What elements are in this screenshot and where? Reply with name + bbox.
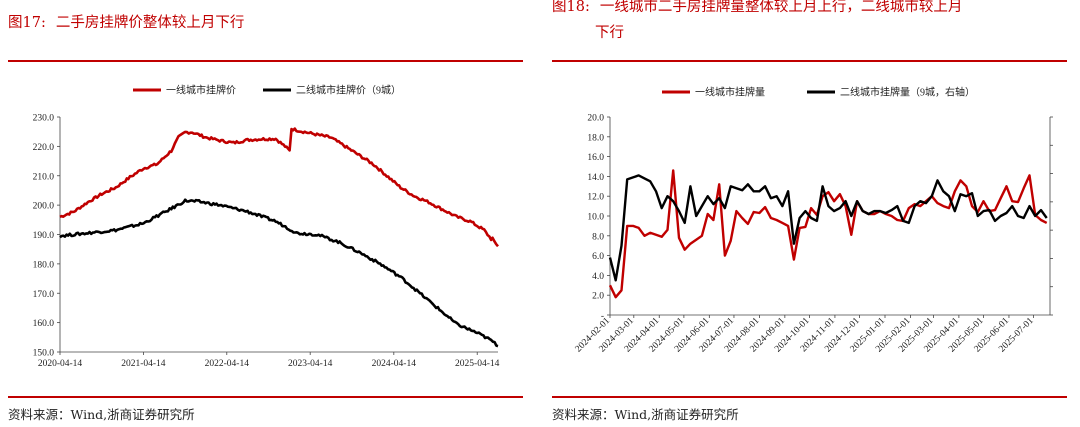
legend-label: 一线城市挂牌价 xyxy=(166,84,236,97)
figure-17-bottom-rule xyxy=(8,396,523,398)
y-tick-label: 210.0 xyxy=(33,172,55,182)
figure-18-chart: 20.018.016.014.012.010.08.06.04.02.0-202… xyxy=(574,86,1053,355)
x-tick-label: 2022-04-14 xyxy=(205,359,250,369)
y-tick-label: 12.0 xyxy=(587,193,604,203)
y-tick-label: 190.0 xyxy=(33,231,55,241)
x-tick-label: 2021-04-14 xyxy=(121,359,166,369)
y-tick-label: 2.0 xyxy=(592,292,604,302)
figure-18: 图18: 一线城市二手房挂牌量整体较上月上行，二线城市较上月 下行 20.0 18.… xyxy=(552,0,1072,427)
y-tick-label: - xyxy=(601,312,604,322)
y-tick-label: 200.0 xyxy=(33,202,55,212)
y-tick-label: 150.0 xyxy=(33,349,55,359)
y-tick-label: 170.0 xyxy=(33,290,55,300)
figure-17-title-text: 二手房挂牌价整体较上月下行 xyxy=(55,15,245,31)
y-tick-label: 4.0 xyxy=(592,272,604,282)
y-tick-label: 14.0 xyxy=(587,173,604,183)
y-tick-label: 180.0 xyxy=(33,260,55,270)
y-tick-label: 6.0 xyxy=(592,252,604,262)
figure-18-number: 图18: xyxy=(552,0,590,15)
series-line-tier2 xyxy=(59,198,499,348)
legend-label: 一线城市挂牌量 xyxy=(695,86,765,99)
x-tick-label: 2025-04-14 xyxy=(455,359,500,369)
legend-label: 二线城市挂牌价（9城） xyxy=(296,84,401,97)
y-tick-label: 8.0 xyxy=(592,232,604,242)
x-tick-label: 2023-04-14 xyxy=(288,359,333,369)
y-tick-label: 20.0 xyxy=(587,114,604,124)
legend-label: 二线城市挂牌量（9城，右轴） xyxy=(840,86,975,99)
figure-18-title-line2: 下行 xyxy=(595,25,624,41)
figure-17-top-rule xyxy=(8,60,523,62)
series-line-tier1 xyxy=(608,169,1048,299)
y-tick-label: 10.0 xyxy=(587,213,604,223)
y-tick-label: 220.0 xyxy=(33,143,55,153)
y-tick-label: 160.0 xyxy=(33,319,55,329)
y-tick-label: 230.0 xyxy=(33,114,55,124)
y-tick-label: 18.0 xyxy=(587,133,604,143)
series-line-tier2 xyxy=(608,174,1048,282)
y-tick-label: 16.0 xyxy=(587,153,604,163)
figure-18-title-text: 一线城市二手房挂牌量整体较上月上行，二线城市较上月 xyxy=(599,0,963,15)
figure-18-title: 图18: 一线城市二手房挂牌量整体较上月上行，二线城市较上月 下行 xyxy=(552,0,1072,46)
figure-18-bottom-rule xyxy=(552,396,1067,398)
figure-17-source: 资料来源：Wind,浙商证券研究所 xyxy=(8,407,195,422)
figure-17: 图17: 二手房挂牌价整体较上月下行 230.0 220.0 210.0 200.0 19… xyxy=(8,0,528,427)
figure-18-top-rule xyxy=(552,60,1067,62)
figure-17-chart: 230.0 220.0 210.0 200.0 190.0 180.0 170.0 160.0… xyxy=(33,84,500,370)
figure-18-source: 资料来源：Wind,浙商证券研究所 xyxy=(552,407,739,422)
figure-17-title: 图17: 二手房挂牌价整体较上月下行 xyxy=(8,10,528,36)
series-line-tier1 xyxy=(59,127,499,248)
x-tick-label: 2020-04-14 xyxy=(38,359,83,369)
x-tick-label: 2024-04-14 xyxy=(372,359,417,369)
figure-17-number: 图17: xyxy=(8,15,46,31)
